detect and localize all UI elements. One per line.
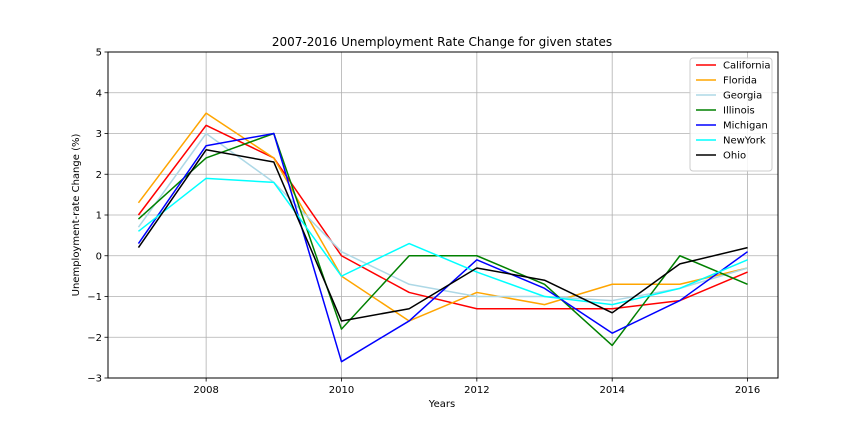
x-tick-label: 2008 bbox=[193, 385, 218, 396]
legend-label: Illinois bbox=[723, 106, 755, 117]
chart-title: 2007-2016 Unemployment Rate Change for g… bbox=[272, 35, 612, 49]
y-tick-label: −1 bbox=[87, 292, 102, 303]
legend-label: Michigan bbox=[723, 121, 768, 132]
y-tick-label: 4 bbox=[96, 88, 102, 99]
legend-label: Georgia bbox=[723, 91, 762, 102]
y-tick-label: 3 bbox=[96, 129, 102, 140]
series-line-newyork bbox=[137, 177, 748, 306]
series-line-florida bbox=[137, 112, 748, 322]
series-lines bbox=[137, 112, 748, 363]
ticks: 2008 2010 2012 2014 2016 −3 −2 −1 0 1 2 3 4 5 bbox=[87, 48, 760, 397]
series-line-illinois bbox=[137, 132, 748, 347]
x-tick-label: 2010 bbox=[329, 385, 354, 396]
x-axis-label: Years bbox=[428, 399, 455, 410]
x-tick-label: 2012 bbox=[464, 385, 489, 396]
y-tick-label: 5 bbox=[96, 48, 102, 59]
legend-label: California bbox=[723, 61, 771, 72]
legend-box bbox=[689, 57, 773, 172]
series-line-michigan bbox=[137, 132, 748, 363]
y-tick-label: −3 bbox=[87, 374, 102, 385]
y-tick-label: 0 bbox=[96, 251, 102, 262]
y-tick-label: 2 bbox=[96, 170, 102, 181]
legend-label: Ohio bbox=[723, 151, 746, 162]
legend: California Florida Georgia Illinois Michigan… bbox=[689, 57, 773, 172]
series-line-ohio bbox=[137, 149, 748, 322]
y-tick-label: −2 bbox=[87, 333, 102, 344]
legend-label: Florida bbox=[723, 76, 757, 87]
y-axis-label: Unemployment-rate Change (%) bbox=[71, 134, 82, 297]
series-line-california bbox=[137, 124, 748, 310]
y-tick-label: 1 bbox=[96, 211, 102, 222]
legend-label: NewYork bbox=[723, 136, 766, 147]
x-tick-label: 2014 bbox=[599, 385, 624, 396]
x-tick-label: 2016 bbox=[735, 385, 760, 396]
